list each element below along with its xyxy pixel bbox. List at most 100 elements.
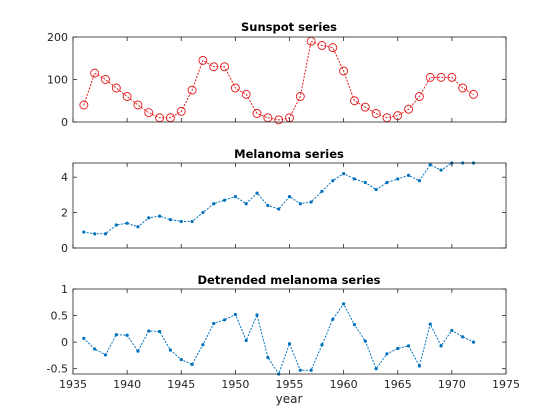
detrended-data-point — [472, 341, 475, 344]
melanoma-panel: Melanoma series 0 2 4 — [61, 147, 506, 255]
detrended-data-point — [450, 329, 453, 332]
sunspot-data-point — [112, 84, 120, 92]
detrended-yaxis-ticks: -0.5 0 0.5 1 — [47, 283, 506, 376]
detrended-data-point — [190, 363, 193, 366]
melanoma-data-point — [320, 190, 323, 193]
detrended-data-point — [180, 358, 183, 361]
melanoma-data-point — [396, 177, 399, 180]
detrended-data-point — [375, 367, 378, 370]
detrended-data-point — [104, 353, 107, 356]
melanoma-title: Melanoma series — [234, 147, 344, 161]
melanoma-data-point — [93, 232, 96, 235]
melanoma-data-point — [212, 202, 215, 205]
detrended-xtick-label: 1945 — [167, 378, 195, 391]
detrended-xaxis-ticks: 1935 1940 1945 1950 1955 1960 1965 1970 1975 — [59, 289, 520, 391]
detrended-title: Detrended melanoma series — [198, 273, 381, 287]
melanoma-data-point — [364, 181, 367, 184]
sunspot-series-line — [84, 41, 474, 120]
detrended-data-point — [418, 364, 421, 367]
melanoma-data-point — [439, 168, 442, 171]
melanoma-plot-frame — [73, 163, 506, 248]
melanoma-series-line — [84, 163, 474, 234]
melanoma-data-point — [126, 222, 129, 225]
melanoma-data-point — [407, 174, 410, 177]
sunspot-title: Sunspot series — [241, 20, 337, 34]
detrended-data-point — [461, 335, 464, 338]
detrended-data-point — [320, 343, 323, 346]
detrended-xtick-label: 1935 — [59, 378, 87, 391]
melanoma-data-point — [147, 216, 150, 219]
melanoma-data-point — [277, 207, 280, 210]
sunspot-series — [80, 37, 478, 124]
melanoma-data-point — [190, 220, 193, 223]
sunspot-panel: Sunspot series 0 100 200 — [47, 20, 506, 129]
melanoma-data-point — [342, 172, 345, 175]
melanoma-data-point — [169, 218, 172, 221]
x-axis-label: year — [276, 392, 303, 406]
detrended-data-point — [310, 369, 313, 372]
detrended-data-point — [147, 329, 150, 332]
detrended-data-point — [201, 343, 204, 346]
detrended-data-point — [126, 334, 129, 337]
melanoma-ytick-label: 0 — [61, 242, 68, 255]
melanoma-data-point — [201, 211, 204, 214]
melanoma-data-point — [310, 200, 313, 203]
detrended-data-point — [429, 322, 432, 325]
melanoma-data-point — [245, 202, 248, 205]
detrended-plot-frame — [73, 289, 506, 374]
detrended-data-point — [364, 339, 367, 342]
detrended-xtick-label: 1955 — [276, 378, 304, 391]
detrended-data-point — [212, 322, 215, 325]
detrended-data-point — [331, 318, 334, 321]
detrended-data-point — [234, 313, 237, 316]
detrended-panel: Detrended melanoma series -0.500.51 1935… — [47, 273, 520, 406]
melanoma-data-point — [288, 195, 291, 198]
detrended-data-point — [158, 330, 161, 333]
melanoma-data-point — [82, 230, 85, 233]
detrended-data-point — [115, 333, 118, 336]
detrended-data-point — [169, 348, 172, 351]
detrended-data-point — [439, 344, 442, 347]
melanoma-data-point — [158, 215, 161, 218]
melanoma-data-point — [353, 177, 356, 180]
melanoma-data-point — [266, 204, 269, 207]
sunspot-data-point — [145, 109, 153, 117]
melanoma-data-point — [104, 232, 107, 235]
melanoma-series — [82, 161, 475, 235]
sunspot-data-point — [123, 93, 131, 101]
detrended-data-point — [385, 352, 388, 355]
melanoma-data-point — [223, 199, 226, 202]
melanoma-xaxis-ticks — [73, 163, 506, 248]
sunspot-ytick-label: 200 — [47, 31, 68, 44]
melanoma-data-point — [331, 179, 334, 182]
sunspot-data-point — [101, 76, 109, 84]
sunspot-ytick-label: 0 — [61, 116, 68, 129]
melanoma-data-point — [385, 181, 388, 184]
detrended-ytick-label: -0.5 — [47, 363, 68, 376]
melanoma-data-point — [136, 225, 139, 228]
detrended-data-point — [353, 323, 356, 326]
melanoma-data-point — [255, 192, 258, 195]
detrended-data-point — [266, 356, 269, 359]
detrended-data-point — [288, 342, 291, 345]
detrended-data-point — [407, 344, 410, 347]
melanoma-yaxis-ticks: 024 — [61, 171, 506, 255]
detrended-data-point — [136, 350, 139, 353]
detrended-xtick-label: 1960 — [330, 378, 358, 391]
detrended-xtick-label: 1940 — [113, 378, 141, 391]
detrended-data-point — [93, 347, 96, 350]
sunspot-data-point — [329, 44, 337, 52]
detrended-data-point — [255, 313, 258, 316]
sunspot-data-point — [264, 114, 272, 122]
melanoma-data-point — [299, 202, 302, 205]
melanoma-ytick-label: 2 — [61, 207, 68, 220]
detrended-xtick-label: 1975 — [492, 378, 520, 391]
melanoma-data-point — [234, 195, 237, 198]
detrended-data-point — [396, 347, 399, 350]
melanoma-data-point — [429, 163, 432, 166]
detrended-data-point — [245, 339, 248, 342]
sunspot-data-point — [134, 101, 142, 109]
detrended-data-point — [342, 302, 345, 305]
detrended-xtick-label: 1970 — [438, 378, 466, 391]
